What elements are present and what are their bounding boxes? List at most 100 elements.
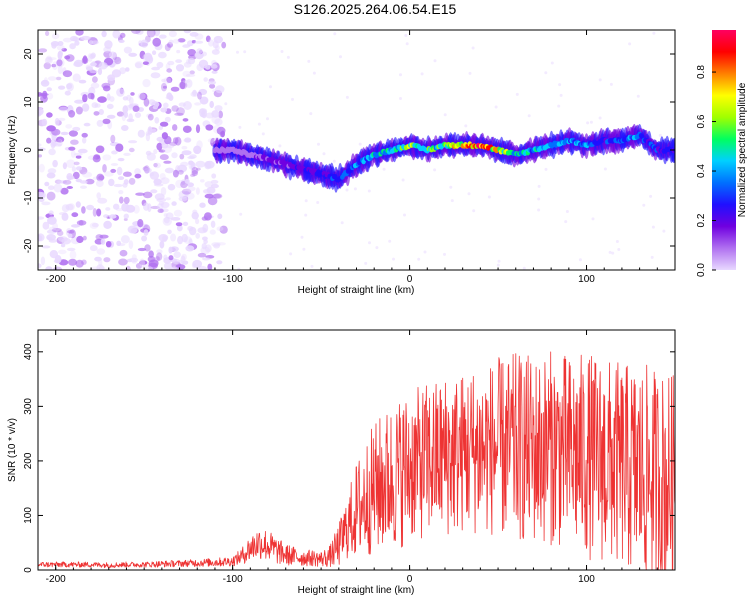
spectrogram-noise-cell	[46, 229, 57, 234]
spectrogram-noise-cell	[91, 40, 99, 45]
spectrogram-noise-cell	[101, 30, 107, 38]
spectrogram-noise-cell	[345, 95, 349, 99]
spectrogram-noise-cell	[100, 238, 106, 245]
spectrogram-noise-cell	[464, 124, 468, 128]
spectrogram-noise-cell	[123, 179, 129, 185]
y-tick-label: 100	[23, 507, 34, 524]
spectrogram-noise-cell	[611, 251, 615, 255]
spectrogram-noise-cell	[38, 234, 43, 242]
spectrogram-noise-cell	[89, 69, 98, 74]
x-tick-label: 0	[407, 274, 413, 285]
spectrogram-noise-cell	[82, 137, 87, 144]
spectrogram-noise-cell	[135, 192, 145, 196]
spectrogram-noise-cell	[166, 144, 174, 149]
spectrogram-noise-cell	[168, 39, 174, 45]
spectrogram-noise-cell	[417, 257, 421, 261]
spectrogram-noise-cell	[203, 212, 212, 221]
spectrogram-noise-cell	[160, 107, 168, 113]
spectrogram-noise-cell	[317, 142, 320, 146]
spectrogram-noise-cell	[151, 128, 157, 133]
spectrogram-noise-cell	[62, 70, 73, 78]
spectrogram-noise-cell	[46, 125, 56, 132]
spectrogram-noise-cell	[82, 235, 87, 241]
spectrogram-noise-cell	[332, 159, 336, 163]
spectrogram-noise-cell	[433, 168, 437, 172]
spectrogram-noise-cell	[110, 163, 119, 166]
spectrogram-noise-cell	[152, 50, 157, 55]
spectrogram-noise-cell	[312, 71, 316, 75]
spectrogram-noise-cell	[70, 139, 79, 145]
spectrogram-noise-cell	[201, 243, 207, 250]
spectrogram-noise-cell	[58, 106, 69, 112]
spectrogram-noise-cell	[203, 77, 208, 82]
spectrogram-noise-cell	[121, 125, 129, 131]
x-tick-label: -200	[46, 574, 66, 585]
spectrogram-noise-cell	[96, 264, 104, 270]
spectrogram-noise-cell	[98, 61, 108, 70]
spectrogram-noise-cell	[104, 40, 113, 49]
spectrogram-noise-cell	[340, 221, 344, 225]
spectrogram-noise-cell	[211, 110, 220, 118]
spectrogram-noise-cell	[196, 48, 203, 55]
spectrogram-noise-cell	[45, 30, 50, 36]
spectrogram-noise-cell	[172, 258, 181, 265]
spectrogram-noise-cell	[116, 166, 123, 176]
spectrogram-noise-cell	[43, 77, 48, 84]
spectrogram-noise-cell	[472, 209, 476, 213]
spectrogram-noise-cell	[129, 257, 139, 263]
spectrogram-noise-cell	[98, 109, 105, 115]
spectrogram-noise-cell	[75, 30, 84, 36]
spectrogram-noise-cell	[197, 91, 202, 100]
spectrogram-noise-cell	[51, 228, 62, 233]
spectrogram-noise-cell	[175, 59, 183, 63]
spectrogram-noise-cell	[40, 256, 46, 266]
spectrogram-noise-cell	[130, 92, 135, 96]
spectrogram-noise-cell	[110, 134, 116, 144]
spectrogram-noise-cell	[182, 44, 191, 48]
colorbar-gradient	[712, 30, 736, 270]
spectrogram-noise-cell	[450, 199, 454, 203]
spectrogram-noise-cell	[92, 76, 98, 83]
spectrogram-noise-cell	[405, 42, 409, 46]
spectrogram-noise-cell	[174, 112, 184, 116]
spectrogram-noise-cell	[123, 152, 131, 156]
spectrogram-noise-cell	[96, 208, 102, 217]
spectrogram-noise-cell	[202, 236, 208, 241]
spectrogram-noise-cell	[163, 160, 172, 164]
spectrogram-noise-cell	[111, 150, 118, 155]
spectrogram-noise-cell	[98, 175, 105, 181]
spectrogram-noise-cell	[142, 61, 149, 65]
spectrogram-noise-cell	[165, 197, 171, 201]
spectrogram-noise-cell	[123, 171, 132, 177]
spectrogram-noise-cell	[147, 126, 153, 135]
spectrogram-noise-cell	[149, 171, 160, 180]
spectrogram-noise-cell	[156, 142, 163, 151]
spectrogram-noise-cell	[67, 230, 75, 234]
spectrogram-noise-cell	[58, 85, 66, 90]
spectrogram-noise-cell	[151, 66, 161, 71]
spectrogram-noise-cell	[159, 154, 169, 161]
spectrogram-noise-cell	[131, 30, 141, 34]
spectrogram-noise-cell	[119, 196, 124, 204]
spectrogram-noise-cell	[608, 250, 612, 254]
y-tick-label: 300	[23, 398, 34, 415]
spectrogram-noise-cell	[171, 201, 177, 206]
spectrogram-noise-cell	[210, 179, 219, 184]
spectrogram-noise-cell	[116, 243, 126, 247]
spectrogram-noise-cell	[217, 213, 223, 220]
figure-title: S126.2025.264.06.54.E15	[294, 1, 457, 17]
spectrogram-noise-cell	[204, 161, 212, 170]
spectrogram-noise-cell	[56, 139, 63, 147]
spectrogram-noise-cell	[192, 89, 197, 96]
spectrogram-noise-cell	[44, 56, 53, 64]
spectrogram-noise-cell	[75, 166, 83, 171]
spectrogram-noise-cell	[106, 114, 116, 119]
spectrogram-noise-cell	[191, 166, 199, 175]
spectrogram-noise-cell	[182, 70, 191, 78]
spectrogram-noise-cell	[106, 93, 111, 101]
spectrogram-noise-cell	[156, 252, 163, 261]
spectrogram-noise-cell	[449, 185, 453, 189]
spectrogram-noise-cell	[46, 92, 54, 100]
spectrogram-noise-cell	[198, 88, 208, 96]
spectrogram-cells	[38, 30, 675, 270]
